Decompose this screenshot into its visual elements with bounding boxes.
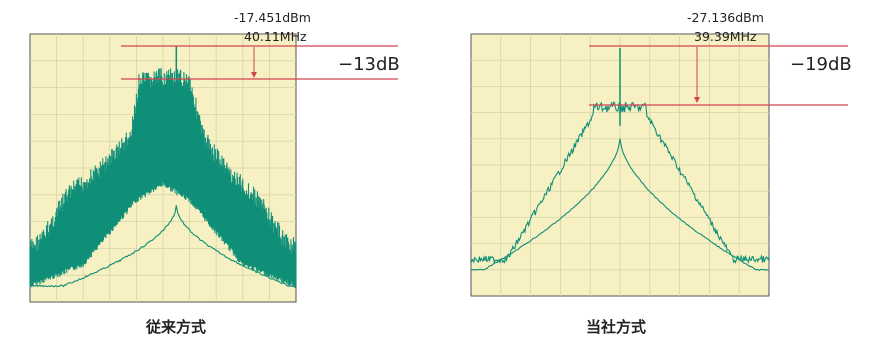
left-delta-label: −13dB	[338, 54, 400, 75]
right-marker-freq: 39.39MHz	[694, 29, 757, 44]
left-smooth-trace	[29, 205, 297, 288]
left-panel: -17.451dBm 40.11MHz −13dB 従来方式	[29, 10, 400, 336]
right-delta-arrowhead	[694, 97, 700, 103]
left-marker-freq: 40.11MHz	[244, 29, 307, 44]
right-delta-label: −19dB	[790, 54, 852, 75]
right-panel: -27.136dBm 39.39MHz −19dB 当社方式	[470, 10, 852, 336]
right-inner-trace	[470, 138, 770, 271]
right-caption: 当社方式	[586, 318, 646, 336]
left-marker-level: -17.451dBm	[234, 10, 311, 25]
right-traces	[470, 48, 770, 271]
left-noisy-trace	[29, 68, 297, 288]
left-caption: 従来方式	[145, 318, 206, 336]
left-traces	[29, 46, 297, 288]
right-marker-level: -27.136dBm	[687, 10, 764, 25]
left-delta-arrowhead	[251, 72, 257, 78]
right-grid	[471, 34, 769, 296]
